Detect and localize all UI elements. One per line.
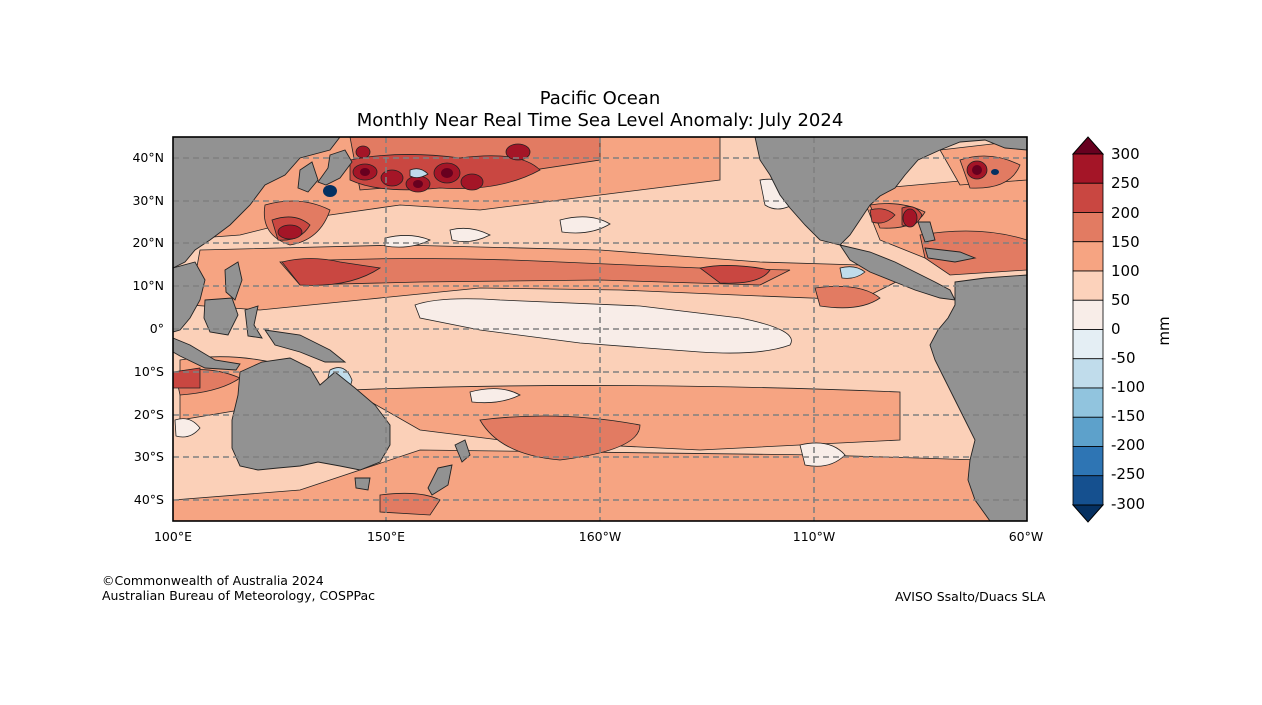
colorbar-segment [1072,387,1104,418]
colorbar-tick-labels: 300 250 200 150 100 50 0 -50 -100 -150 -… [1111,145,1145,513]
colorbar-segment [1072,270,1104,301]
colorbar-segment [1072,299,1104,330]
colorbar-tick: -50 [1111,349,1136,367]
colorbar-segment [1072,153,1104,184]
colorbar-tick: -100 [1111,378,1145,396]
map-title: Pacific Ocean [539,88,661,109]
lat-label: 20°N [132,235,164,250]
graticule [173,137,1027,521]
colorbar-unit-label: mm [1155,316,1173,345]
colorbar-tick: 200 [1111,204,1140,222]
longitude-labels: 100°E 150°E 160°W 110°W 60°W [154,529,1043,544]
colorbar-segment [1072,358,1104,389]
anomaly-strong-negative [323,169,999,197]
colorbar-tick: -200 [1111,436,1145,454]
lat-label: 40°S [134,492,164,507]
colorbar-tick: 50 [1111,291,1130,309]
colorbar-segment [1072,416,1104,447]
colorbar-segment [1072,475,1104,506]
map-plot-area [173,137,1027,521]
lon-label: 60°W [1009,529,1044,544]
lat-label: 10°N [132,278,164,293]
latitude-labels: 40°N 30°N 20°N 10°N 0° 10°S 20°S 30°S 40… [132,150,164,507]
lon-label: 110°W [793,529,835,544]
colorbar-segment [1072,241,1104,272]
data-source-credit: AVISO Ssalto/Duacs SLA [895,589,1046,604]
colorbar-extend-max [1071,136,1105,155]
colorbar-extend-min [1071,504,1105,523]
map-frame [172,136,1028,522]
colorbar-tick: 250 [1111,174,1140,192]
colorbar-tick: 150 [1111,233,1140,251]
lon-label: 150°E [367,529,405,544]
colorbar-tick: 300 [1111,145,1140,163]
map-subtitle: Monthly Near Real Time Sea Level Anomaly… [356,110,844,131]
agency-line: Australian Bureau of Meteorology, COSPPa… [102,588,375,603]
colorbar-tick: -250 [1111,465,1145,483]
lat-label: 10°S [134,364,164,379]
anomaly-over-300 [360,165,982,188]
colorbar-tick: 0 [1111,320,1121,338]
lat-label: 30°N [132,193,164,208]
colorbar-tick: -150 [1111,407,1145,425]
colorbar-segment [1072,182,1104,213]
copyright-line: ©Commonwealth of Australia 2024 [102,573,324,588]
colorbar-segment [1072,329,1104,360]
colorbar-tick: -300 [1111,495,1145,513]
lat-label: 30°S [134,449,164,464]
lat-label: 20°S [134,407,164,422]
lat-label: 40°N [132,150,164,165]
lat-label: 0° [150,321,164,336]
colorbar-segment [1072,446,1104,477]
copyright-credit: ©Commonwealth of Australia 2024 Australi… [102,573,375,603]
lon-label: 160°W [579,529,621,544]
colorbar-tick: 100 [1111,262,1140,280]
colorbar [1071,136,1105,523]
colorbar-segment [1072,212,1104,243]
lon-label: 100°E [154,529,192,544]
